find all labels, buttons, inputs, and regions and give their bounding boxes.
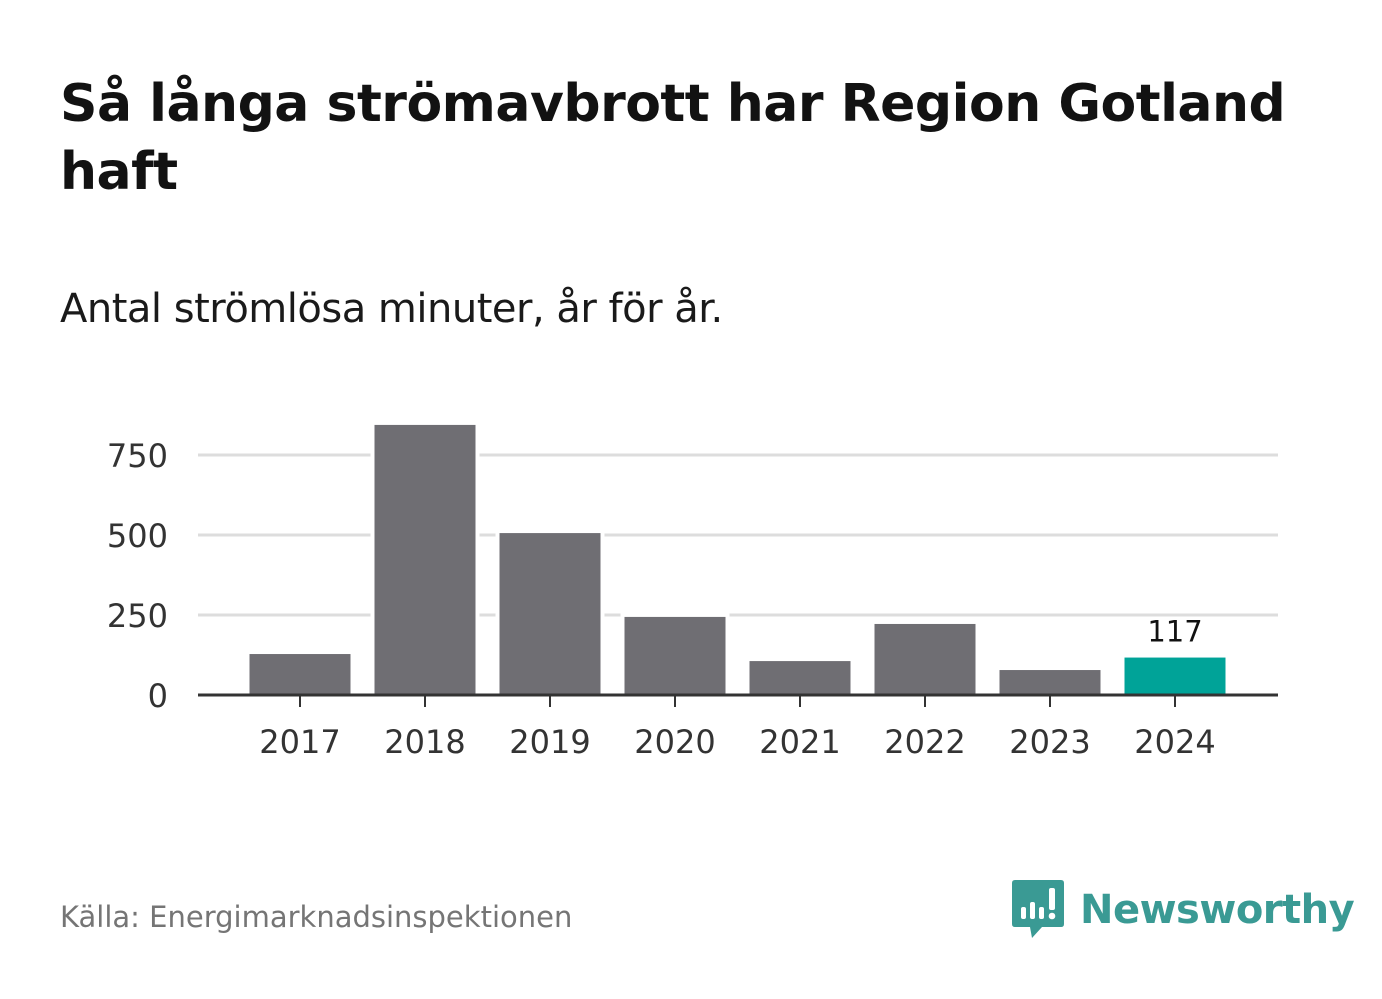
bar-2022 — [874, 623, 976, 695]
x-tick-label: 2024 — [1134, 723, 1215, 761]
x-tick-label: 2019 — [509, 723, 590, 761]
x-tick-label: 2022 — [884, 723, 965, 761]
bar-2019 — [499, 533, 601, 695]
bar-2018 — [374, 424, 476, 695]
y-tick-label: 500 — [107, 517, 168, 555]
chart-subtitle: Antal strömlösa minuter, år för år. — [60, 286, 723, 332]
x-tick-label: 2020 — [634, 723, 715, 761]
x-tick-label: 2018 — [384, 723, 465, 761]
brand-name: Newsworthy — [1080, 887, 1355, 933]
x-tick-label: 2017 — [259, 723, 340, 761]
newsworthy-logo-icon — [1012, 880, 1064, 938]
newsworthy-logo: Newsworthy — [1012, 880, 1355, 940]
bar-2024 — [1124, 657, 1226, 695]
bar-2021 — [749, 661, 851, 695]
x-tick-label: 2023 — [1009, 723, 1090, 761]
y-tick-label: 750 — [107, 437, 168, 475]
bar-2017 — [249, 654, 351, 695]
source-note: Källa: Energimarknadsinspektionen — [60, 900, 573, 934]
bar-2020 — [624, 616, 726, 695]
data-label: 117 — [1147, 615, 1202, 649]
x-tick-label: 2021 — [759, 723, 840, 761]
bar-2023 — [999, 670, 1101, 695]
bar-chart: 0 250 500 750 2017 2018 2019 2020 2021 2022 2023 20… — [107, 420, 1278, 761]
chart-title: Så långa strömavbrott har Region Gotland… — [60, 74, 1286, 202]
y-tick-label: 0 — [148, 677, 168, 715]
y-tick-label: 250 — [107, 597, 168, 635]
